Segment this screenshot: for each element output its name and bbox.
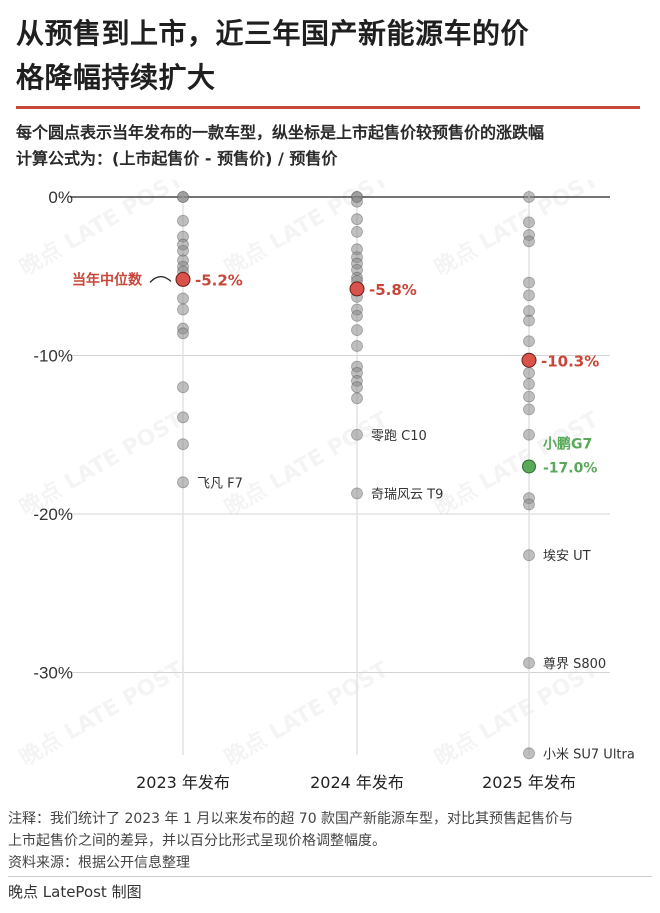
point-label: 小米 SU7 Ultra bbox=[543, 747, 635, 762]
data-point bbox=[523, 216, 535, 229]
point-labels: 飞凡 F7 -5.2% 零跑 C10 奇瑞风云 T9 -5.8% 埃安 UT 尊界 S800… bbox=[72, 271, 635, 762]
data-point bbox=[351, 340, 363, 352]
y-tick-label: -10% bbox=[33, 347, 73, 366]
data-point bbox=[351, 487, 363, 500]
strip-chart: 晚点 LATE POST 晚点 LATE POST 晚点 LATE POST 晚点 L… bbox=[15, 180, 635, 792]
data-point bbox=[177, 327, 189, 340]
title-rule bbox=[16, 106, 640, 109]
data-point bbox=[351, 324, 363, 337]
median-label: -5.8% bbox=[369, 281, 417, 299]
title-line-2: 格降幅持续扩大 bbox=[16, 61, 216, 94]
x-category-label: 2025 年发布 bbox=[482, 773, 576, 792]
chart-title: 从预售到上市，近三年国产新能源车的价 格降幅持续扩大 bbox=[16, 12, 646, 100]
source-line: 资料来源：根据公开信息整理 bbox=[8, 855, 190, 871]
x-category-label: 2023 年发布 bbox=[136, 773, 230, 792]
watermark-1: 晚点 LATE POST bbox=[220, 180, 393, 281]
note-line-1: 注释：我们统计了 2023 年 1 月以来发布的超 70 款国产新能源车型，对比… bbox=[8, 811, 574, 827]
data-point bbox=[351, 309, 363, 322]
data-point bbox=[523, 403, 535, 416]
data-point bbox=[177, 214, 189, 227]
data-point bbox=[177, 476, 189, 489]
title-line-1: 从预售到上市，近三年国产新能源车的价 bbox=[16, 17, 530, 50]
data-point bbox=[523, 657, 535, 669]
data-point bbox=[523, 314, 535, 327]
data-point bbox=[523, 378, 535, 390]
point-label: 埃安 UT bbox=[543, 549, 591, 564]
watermark-layer: 晚点 LATE POST 晚点 LATE POST 晚点 LATE POST 晚点 L… bbox=[15, 180, 603, 771]
note-line-2: 上市起售价之间的差异，并以百分比形式呈现价格调整幅度。 bbox=[8, 833, 386, 849]
data-point bbox=[523, 367, 535, 379]
footer-rule bbox=[8, 876, 652, 877]
credit: 晚点 LatePost 制图 bbox=[8, 883, 142, 901]
x-category-label: 2024 年发布 bbox=[310, 773, 404, 792]
data-point bbox=[351, 428, 363, 441]
watermark-0: 晚点 LATE POST bbox=[15, 180, 188, 281]
median-point bbox=[349, 281, 365, 297]
point-label: 零跑 C10 bbox=[371, 429, 427, 444]
data-point bbox=[523, 747, 535, 760]
data-point bbox=[523, 276, 535, 289]
y-tick-labels: 0% -10% -20% -30% bbox=[33, 188, 73, 683]
median-point bbox=[521, 352, 537, 368]
data-point bbox=[523, 498, 535, 511]
data-point bbox=[523, 549, 535, 562]
data-point bbox=[351, 225, 363, 238]
data-point bbox=[177, 381, 189, 394]
median-point bbox=[175, 271, 191, 287]
data-point bbox=[177, 411, 189, 424]
y-tick-label: -30% bbox=[33, 664, 73, 683]
data-points bbox=[175, 191, 537, 760]
highlight-value: -17.0% bbox=[543, 460, 597, 476]
data-point bbox=[177, 292, 189, 305]
data-point bbox=[351, 213, 363, 226]
point-label: 飞凡 F7 bbox=[197, 476, 243, 491]
highlight-point bbox=[522, 459, 536, 474]
median-annotation-arrow bbox=[149, 276, 172, 283]
footnote: 注释：我们统计了 2023 年 1 月以来发布的超 70 款国产新能源车型，对比… bbox=[8, 808, 653, 874]
subtitle-line-2: 计算公式为：(上市起售价 - 预售价) / 预售价 bbox=[16, 149, 338, 168]
median-annotation: 当年中位数 bbox=[72, 271, 143, 288]
y-tick-label: 0% bbox=[48, 188, 73, 207]
subtitle-line-1: 每个圆点表示当年发布的一款车型，纵坐标是上市起售价较预售价的涨跌幅 bbox=[16, 123, 545, 142]
data-point bbox=[351, 392, 363, 405]
chart-subtitle: 每个圆点表示当年发布的一款车型，纵坐标是上市起售价较预售价的涨跌幅 计算公式为：… bbox=[16, 120, 646, 172]
watermark-4: 晚点 LATE POST bbox=[220, 407, 393, 522]
point-label: 奇瑞风云 T9 bbox=[371, 486, 443, 502]
median-label: -10.3% bbox=[541, 352, 599, 370]
data-point bbox=[177, 191, 189, 203]
y-tick-label: -20% bbox=[33, 505, 73, 524]
data-point bbox=[523, 335, 535, 348]
x-category-labels: 2023 年发布 2024 年发布 2025 年发布 bbox=[136, 773, 576, 792]
highlight-name: 小鹏G7 bbox=[543, 435, 592, 452]
grid-layer bbox=[70, 196, 610, 673]
data-point bbox=[177, 438, 189, 451]
data-point bbox=[523, 390, 535, 403]
point-label: 尊界 S800 bbox=[543, 656, 606, 672]
watermark-7: 晚点 LATE POST bbox=[220, 657, 393, 772]
data-point bbox=[351, 195, 363, 208]
data-point bbox=[523, 191, 535, 203]
data-point bbox=[177, 303, 189, 316]
data-point bbox=[523, 428, 535, 441]
data-point bbox=[351, 381, 363, 394]
data-point bbox=[523, 289, 535, 302]
watermark-2: 晚点 LATE POST bbox=[430, 180, 603, 281]
median-label: -5.2% bbox=[195, 271, 243, 289]
data-point bbox=[523, 235, 535, 248]
